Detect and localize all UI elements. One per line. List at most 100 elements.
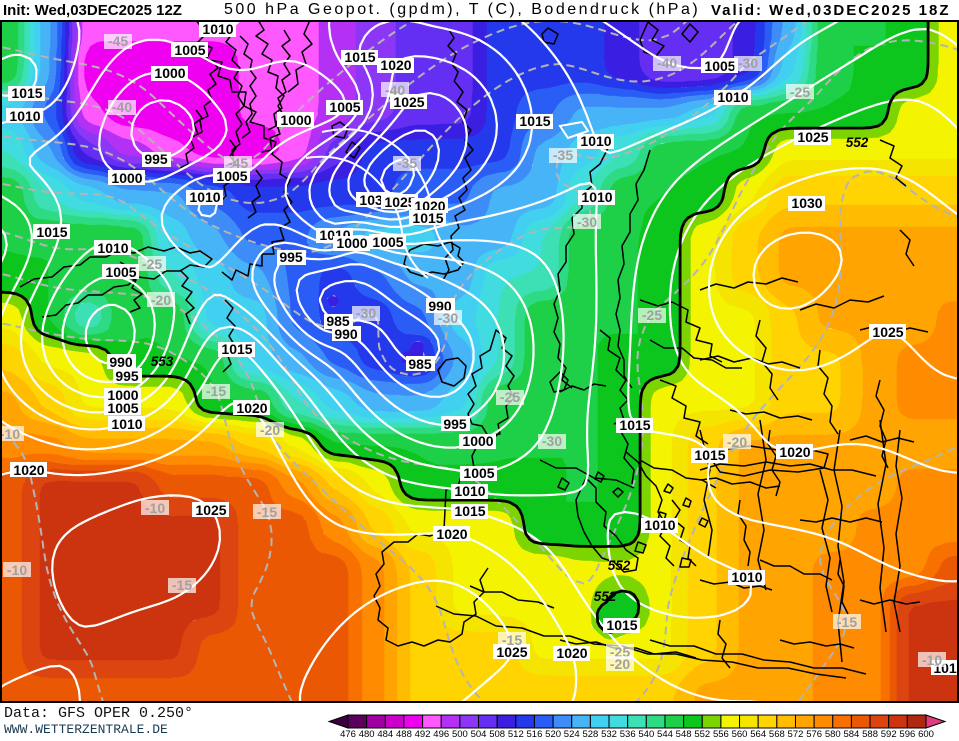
svg-text:1015: 1015 [221,341,252,357]
svg-text:528: 528 [582,729,598,740]
svg-text:1020: 1020 [13,462,44,478]
svg-text:544: 544 [657,729,673,740]
svg-text:520: 520 [545,729,561,740]
svg-text:1020: 1020 [236,400,267,416]
svg-text:1025: 1025 [195,502,226,518]
svg-text:600: 600 [918,729,934,740]
svg-text:1000: 1000 [336,235,367,251]
svg-text:-25: -25 [142,256,162,272]
svg-text:556: 556 [713,729,729,740]
svg-text:1025: 1025 [872,324,903,340]
svg-text:-45: -45 [228,155,248,171]
svg-text:568: 568 [769,729,785,740]
svg-text:564: 564 [750,729,766,740]
svg-text:1000: 1000 [154,65,185,81]
svg-text:1005: 1005 [216,168,247,184]
svg-text:1000: 1000 [107,387,138,403]
svg-text:-10: -10 [7,562,27,578]
svg-text:-30: -30 [542,433,562,449]
svg-text:1020: 1020 [380,57,411,73]
svg-text:500: 500 [452,729,468,740]
svg-text:596: 596 [899,729,915,740]
svg-text:504: 504 [471,729,487,740]
svg-text:1010: 1010 [644,517,675,533]
svg-text:576: 576 [806,729,822,740]
svg-text:1005: 1005 [372,234,403,250]
svg-text:-25: -25 [500,389,520,405]
svg-text:1015: 1015 [606,617,637,633]
svg-text:496: 496 [433,729,449,740]
svg-text:1015: 1015 [694,447,725,463]
svg-text:-20: -20 [727,434,747,450]
svg-text:-45: -45 [108,33,128,49]
svg-text:532: 532 [601,729,617,740]
svg-text:552: 552 [594,589,617,604]
svg-text:552: 552 [846,135,869,150]
svg-text:516: 516 [527,729,543,740]
svg-text:-25: -25 [642,307,662,323]
svg-text:524: 524 [564,729,580,740]
svg-text:1010: 1010 [202,21,233,37]
svg-text:1005: 1005 [107,400,138,416]
svg-text:488: 488 [396,729,412,740]
svg-text:508: 508 [489,729,505,740]
svg-text:-30: -30 [438,310,458,326]
svg-text:592: 592 [881,729,897,740]
svg-text:512: 512 [508,729,524,740]
svg-text:1000: 1000 [111,170,142,186]
svg-text:552: 552 [694,729,710,740]
svg-text:480: 480 [359,729,375,740]
svg-text:-40: -40 [112,99,132,115]
svg-text:553: 553 [151,354,174,369]
svg-text:540: 540 [638,729,654,740]
svg-text:-40: -40 [385,82,405,98]
svg-text:995: 995 [279,249,303,265]
svg-text:1015: 1015 [412,210,443,226]
svg-text:1010: 1010 [731,569,762,585]
svg-text:1025: 1025 [496,644,527,660]
svg-text:1005: 1005 [463,465,494,481]
svg-text:-20: -20 [260,422,280,438]
svg-text:1025: 1025 [384,194,415,210]
svg-text:1020: 1020 [436,526,467,542]
svg-text:1010: 1010 [9,108,40,124]
svg-text:-35: -35 [553,147,573,163]
svg-text:1010: 1010 [189,189,220,205]
svg-text:1030: 1030 [791,195,822,211]
svg-text:990: 990 [109,354,133,370]
svg-text:1020: 1020 [779,444,810,460]
svg-text:1015: 1015 [11,85,42,101]
svg-text:1000: 1000 [280,112,311,128]
svg-text:1010: 1010 [111,416,142,432]
svg-text:-15: -15 [502,632,522,648]
svg-text:476: 476 [340,729,356,740]
svg-text:-15: -15 [172,577,192,593]
svg-text:1010: 1010 [580,133,611,149]
svg-text:995: 995 [115,368,139,384]
svg-text:1015: 1015 [344,49,375,65]
svg-text:1005: 1005 [105,264,136,280]
svg-text:1010: 1010 [581,189,612,205]
svg-text:588: 588 [862,729,878,740]
svg-text:985: 985 [326,313,350,329]
svg-text:-15: -15 [837,614,857,630]
svg-text:552: 552 [608,558,631,573]
svg-text:1015: 1015 [519,113,550,129]
svg-text:995: 995 [443,416,467,432]
svg-text:584: 584 [843,729,859,740]
svg-text:1005: 1005 [704,58,735,74]
svg-text:1015: 1015 [454,503,485,519]
svg-text:995: 995 [144,151,168,167]
svg-text:1015: 1015 [36,224,67,240]
svg-text:-10: -10 [145,500,165,516]
svg-text:-15: -15 [206,383,226,399]
svg-text:1025: 1025 [797,129,828,145]
svg-text:-30: -30 [738,55,758,71]
svg-text:484: 484 [377,729,393,740]
svg-text:1025: 1025 [393,94,424,110]
svg-text:560: 560 [732,729,748,740]
svg-text:-40: -40 [657,55,677,71]
svg-text:-25: -25 [790,84,810,100]
svg-text:1015: 1015 [619,417,650,433]
svg-text:-35: -35 [397,155,417,171]
